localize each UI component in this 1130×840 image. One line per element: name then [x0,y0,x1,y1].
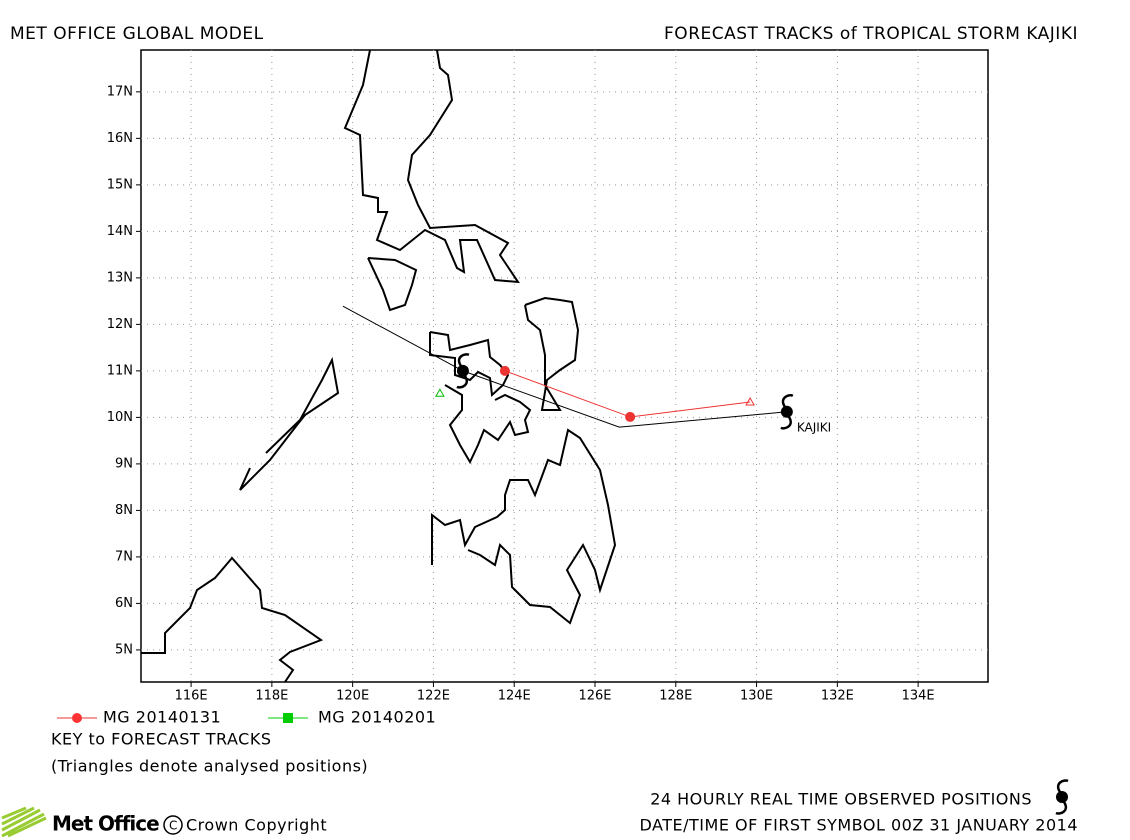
copyright-circle [163,815,183,835]
y-tick-label: 9N [115,456,133,471]
legend: MG 20140131 MG 20140201 KEY to FORECAST … [51,708,436,776]
footer: 24 HOURLY REAL TIME OBSERVED POSITIONS M… [1,779,1079,838]
coastline [431,428,617,625]
y-tick-label: 14N [107,224,133,239]
legend-label: MG 20140131 [103,708,221,727]
date-time: DATE/TIME OF FIRST SYMBOL 00Z 31 JANUARY… [640,816,1079,835]
legend-label: MG 20140201 [318,708,436,727]
y-tick-label: 15N [107,177,133,192]
storm-label: KAJIKI [797,420,831,434]
coastline [444,384,532,465]
legend-marker [72,713,82,723]
observed-note: 24 HOURLY REAL TIME OBSERVED POSITIONS [650,790,1032,809]
coastline [367,257,418,312]
coastline [343,49,520,284]
storm-tail [780,394,794,430]
x-tick-label: 120E [336,689,369,704]
x-tick-label: 130E [740,689,773,704]
y-tick-label: 8N [115,503,133,518]
y-tick-label: 11N [107,363,133,378]
analysed-triangle [745,397,755,406]
coastline [239,467,251,491]
y-tick-label: 13N [107,270,133,285]
coastline [239,356,340,491]
y-tick-label: 5N [115,642,133,657]
analysed-triangle [435,388,445,397]
x-tick-label: 134E [902,689,935,704]
y-tick-label: 6N [115,596,133,611]
x-tick-label: 118E [255,689,288,704]
x-tick-label: 128E [659,689,692,704]
x-tick-label: 124E [498,689,531,704]
observed-track [342,305,787,428]
storm-icon [1055,779,1069,815]
storm-position [780,405,793,418]
copyright: Crown Copyright [186,816,327,835]
tracks: KAJIKI [342,305,831,434]
storm-tail [456,353,470,389]
y-tick-label: 10N [107,410,133,425]
x-tick-label: 126E [578,689,611,704]
brand-name: Met Office [52,812,159,836]
coastline [524,296,580,411]
y-tick-label: 16N [107,131,133,146]
plot-area: 116E 118E 120E 122E 124E 126E 128E 130E 132E 134E… [107,49,989,704]
coastlines [141,49,617,683]
header-right: FORECAST TRACKS of TROPICAL STORM KAJIKI [664,24,1078,44]
storm-position [456,364,469,377]
header-left: MET OFFICE GLOBAL MODEL [10,24,264,44]
x-tick-label: 132E [821,689,854,704]
key-note: (Triangles denote analysed positions) [51,757,368,776]
y-tick-label: 12N [107,317,133,332]
y-tick-label: 17N [107,84,133,99]
x-tick-label: 122E [417,689,450,704]
met-office-logo [1,806,47,838]
legend-marker [283,713,293,723]
y-tick-label: 7N [115,549,133,564]
forecast-point [625,411,636,422]
coastline [141,556,324,683]
x-tick-label: 116E [175,689,208,704]
forecast-point [499,365,510,376]
copyright-c: C [169,819,177,833]
key-title: KEY to FORECAST TRACKS [51,730,272,749]
